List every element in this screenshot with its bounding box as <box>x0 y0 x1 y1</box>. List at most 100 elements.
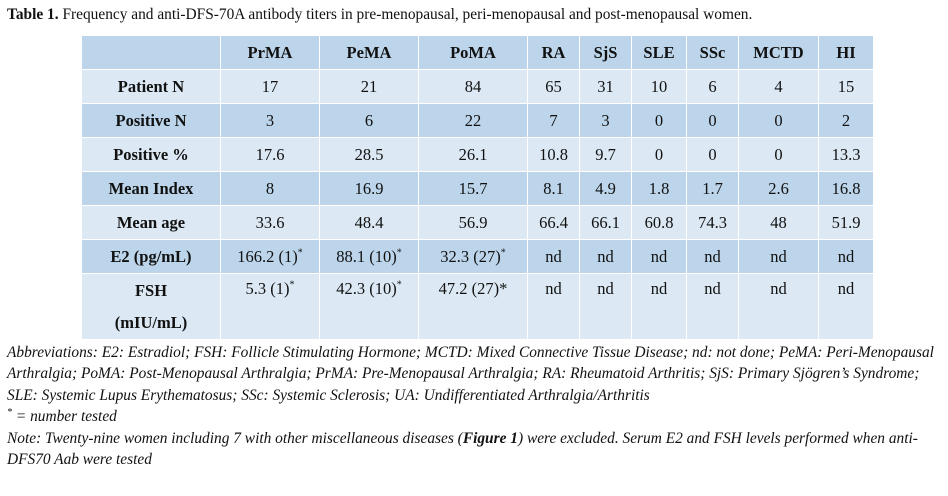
cell-value: 0 <box>654 110 664 130</box>
table-cell: 48.4 <box>319 205 419 240</box>
cell-value: 10 <box>650 76 668 96</box>
row-label-text: FSH <box>134 280 168 300</box>
column-header: SSc <box>686 35 739 70</box>
cell-value: 166.2 (1) <box>237 246 298 266</box>
cell-value: 0 <box>708 110 717 130</box>
cell-value: 56.9 <box>458 212 488 232</box>
table-cell: 7 <box>527 103 580 138</box>
table-cell: 22 <box>418 103 528 138</box>
figure-reference: Figure 1 <box>462 429 518 447</box>
cell-value: nd <box>650 246 668 266</box>
table-cell: 26.1 <box>418 137 528 172</box>
column-header: SjS <box>579 35 632 70</box>
row-label-unit: (mIU/mL) <box>114 312 188 332</box>
table-cell: nd <box>527 239 580 274</box>
caption-text: Frequency and anti-DFS-70A antibody tite… <box>62 6 753 23</box>
cell-value: 2.6 <box>768 178 789 198</box>
cell-value: 65 <box>545 76 562 96</box>
row-label-text: Mean age <box>116 212 186 232</box>
cell-value: 84 <box>464 76 482 96</box>
row-label-text: E2 (pg/mL) <box>110 246 192 266</box>
cell-value: 16.9 <box>354 178 384 198</box>
cell-value: 0 <box>708 144 717 164</box>
cell-value: nd <box>770 246 787 266</box>
table-cell: 17.6 <box>220 137 320 172</box>
column-header: PeMA <box>319 35 419 70</box>
table-cell: nd <box>818 273 874 340</box>
table-cell: 0 <box>631 137 687 172</box>
table-cell: 3 <box>220 103 320 138</box>
cell-value: 8.1 <box>543 178 564 198</box>
table-cell: 0 <box>686 103 739 138</box>
table-cell: 10.8 <box>527 137 580 172</box>
cell-value: 3 <box>265 110 275 130</box>
cell-value: 60.8 <box>644 212 674 232</box>
table-cell: 65 <box>527 69 580 104</box>
cell-value: 31 <box>597 76 614 96</box>
cell-value: 16.8 <box>831 178 861 198</box>
note-text-end: ) were excluded. Serum E2 and FSH levels… <box>7 429 918 469</box>
cell-value: 17 <box>261 76 279 96</box>
row-label: Positive N <box>81 103 221 138</box>
cell-value: 88.1 (10) <box>336 246 397 266</box>
cell-value: nd <box>650 279 668 298</box>
cell-value: 10.8 <box>539 144 568 164</box>
table-caption: Table 1. Frequency and anti-DFS-70A anti… <box>7 5 947 25</box>
table-cell: 51.9 <box>818 205 874 240</box>
cell-value: nd <box>837 246 855 266</box>
cell-value: 6 <box>364 110 374 130</box>
cell-value: 47.2 (27)* <box>438 279 508 298</box>
cell-value: 0 <box>774 144 783 164</box>
table-cell: 9.7 <box>579 137 632 172</box>
cell-value: 66.1 <box>591 212 620 232</box>
row-label: Mean age <box>81 205 221 240</box>
cell-value: 5.3 (1) <box>245 279 290 298</box>
table-cell: nd <box>631 239 687 274</box>
cell-value: nd <box>837 279 855 298</box>
table-row: FSH (mIU/mL) 5.3 (1)* 42.3 (10)* 47.2 (27)* n… <box>81 273 874 340</box>
cell-value: 26.1 <box>458 144 488 164</box>
table-cell: 74.3 <box>686 205 739 240</box>
table-cell: nd <box>631 273 687 340</box>
column-header: PrMA <box>220 35 320 70</box>
table-cell: nd <box>818 239 874 274</box>
column-header: RA <box>527 35 580 70</box>
caption-label: Table 1. <box>7 6 59 23</box>
cell-value: nd <box>545 246 562 266</box>
table-cell: nd <box>579 239 632 274</box>
table-cell: 84 <box>418 69 528 104</box>
column-header: SLE <box>631 35 687 70</box>
cell-value: 48.4 <box>354 212 384 232</box>
table-cell: 5.3 (1)* <box>220 273 320 340</box>
table-cell: 6 <box>686 69 739 104</box>
table-cell: nd <box>527 273 580 340</box>
cell-value: nd <box>704 279 721 298</box>
table-cell: 1.8 <box>631 171 687 206</box>
table-cell: 48 <box>738 205 819 240</box>
cell-value: 0 <box>654 144 664 164</box>
table-cell: 10 <box>631 69 687 104</box>
row-label-text: Mean Index <box>108 178 194 198</box>
cell-footnote-mark: * <box>396 247 402 258</box>
note-text-start: Note: Twenty-nine women including 7 with… <box>7 429 463 447</box>
corner-cell <box>81 35 221 70</box>
table-cell: 2 <box>818 103 874 138</box>
cell-value: 66.4 <box>539 212 568 232</box>
row-label: FSH (mIU/mL) <box>81 273 221 340</box>
column-header: MCTD <box>738 35 819 70</box>
table-row: E2 (pg/mL) 166.2 (1)* 88.1 (10)* 32.3 (27)*… <box>81 239 874 274</box>
table-cell: 15.7 <box>418 171 528 206</box>
column-header: PoMA <box>418 35 528 70</box>
table-cell: nd <box>738 239 819 274</box>
table-cell: 28.5 <box>319 137 419 172</box>
table-cell: 16.8 <box>818 171 874 206</box>
cell-value: 22 <box>464 110 482 130</box>
cell-value: 0 <box>774 110 783 130</box>
cell-value: nd <box>704 246 721 266</box>
cell-value: 32.3 (27) <box>440 246 501 266</box>
cell-value: 15 <box>837 76 855 96</box>
row-label-text: Positive N <box>115 110 187 130</box>
cell-value: nd <box>545 279 562 298</box>
row-label: Patient N <box>81 69 221 104</box>
table-cell: nd <box>738 273 819 340</box>
